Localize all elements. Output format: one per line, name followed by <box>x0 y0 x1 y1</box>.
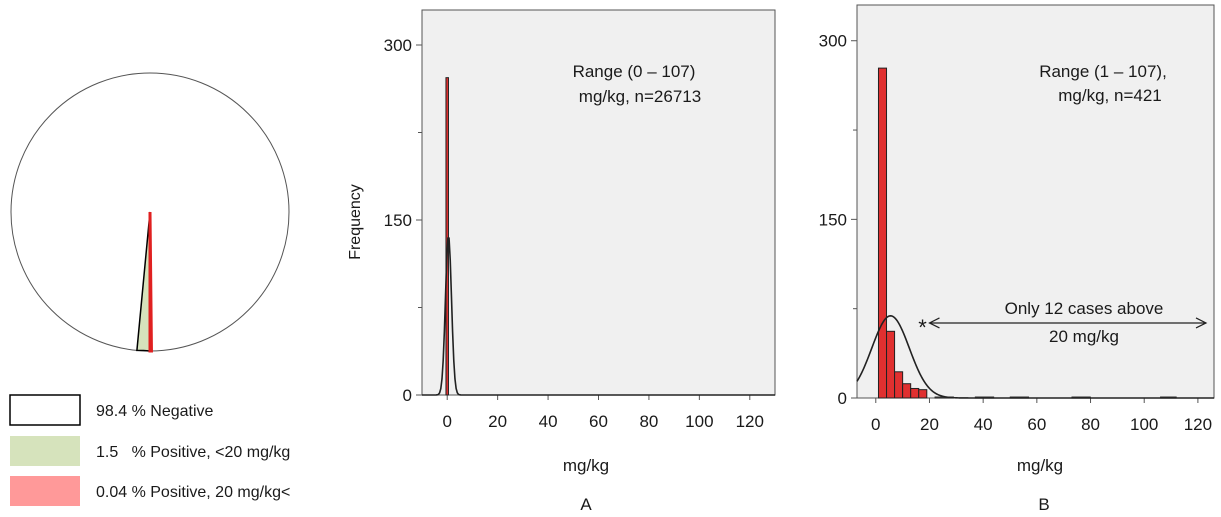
x-tick-label-a: 80 <box>639 412 658 431</box>
x-tick-label-b: 20 <box>920 415 939 434</box>
x-axis-label-a: mg/kg <box>563 456 609 475</box>
histogram-bar-a <box>445 77 449 396</box>
panel-label-a: A <box>580 495 592 514</box>
pie-slice-positive-above-20 <box>148 211 153 353</box>
x-tick-label-a: 20 <box>488 412 507 431</box>
x-tick-label-b: 120 <box>1184 415 1212 434</box>
x-tick-label-a: 100 <box>685 412 713 431</box>
arrow-note-line1: Only 12 cases above <box>1005 299 1164 318</box>
arrow-head-right-b <box>1195 317 1208 329</box>
x-tick-label-b: 40 <box>974 415 993 434</box>
annotation-b-line1: Range (1 – 107), <box>1039 62 1167 81</box>
histogram-bar-b <box>877 67 888 399</box>
y-tick-label-a: 150 <box>384 211 412 230</box>
y-tick-label-a: 300 <box>384 36 412 55</box>
normal-curve-a <box>422 237 775 396</box>
legend-swatch-negative <box>9 394 81 426</box>
legend-label-negative: 98.4 % Negative <box>96 403 214 420</box>
annotation-a-line2: mg/kg, n=26713 <box>579 87 701 106</box>
histogram-bar-b <box>918 389 928 399</box>
asterisk-marker-b: * <box>918 315 927 340</box>
legend-swatch-positive-above-20 <box>10 476 80 506</box>
x-tick-label-a: 120 <box>736 412 764 431</box>
y-axis-label-a: Frequency <box>347 184 364 260</box>
x-tick-label-b: 60 <box>1027 415 1046 434</box>
panel-label-b: B <box>1038 495 1049 514</box>
histogram-bar-b <box>886 330 896 399</box>
normal-curve-b <box>856 315 1214 399</box>
x-tick-label-a: 40 <box>539 412 558 431</box>
legend-label-positive-below-20: 1.5 % Positive, <20 mg/kg <box>96 444 290 461</box>
y-tick-label-b: 300 <box>819 32 847 51</box>
pie-chart <box>10 72 290 353</box>
x-tick-label-a: 0 <box>442 412 451 431</box>
annotation-b-line2: mg/kg, n=421 <box>1058 86 1162 105</box>
plot-area-b <box>856 4 1215 399</box>
histogram-bar-b <box>902 383 912 399</box>
histogram-panel-b: Range (1 – 107), mg/kg, n=421 Only 12 ca… <box>819 4 1215 514</box>
histogram-panel-a: Frequency Range (0 – 107) mg/kg, n=26713… <box>347 9 776 514</box>
y-tick-label-a: 0 <box>403 386 412 405</box>
arrow-note-line2: 20 mg/kg <box>1049 327 1119 346</box>
arrow-head-left-b <box>928 317 940 329</box>
y-tick-label-b: 0 <box>838 389 847 408</box>
pie-legend: 98.4 % Negative 1.5 % Positive, <20 mg/k… <box>9 394 290 506</box>
plot-area-a <box>421 9 776 396</box>
legend-label-positive-above-20: 0.04 % Positive, 20 mg/kg< <box>96 484 290 501</box>
histogram-bar-b <box>910 387 920 399</box>
x-axis-label-b: mg/kg <box>1017 456 1063 475</box>
annotation-a-line1: Range (0 – 107) <box>573 62 696 81</box>
histogram-bar-b <box>894 371 904 399</box>
x-tick-label-b: 0 <box>871 415 880 434</box>
x-tick-label-b: 80 <box>1081 415 1100 434</box>
x-tick-label-b: 100 <box>1130 415 1158 434</box>
x-tick-label-a: 60 <box>589 412 608 431</box>
y-tick-label-b: 150 <box>819 210 847 229</box>
legend-swatch-positive-below-20 <box>10 436 80 466</box>
